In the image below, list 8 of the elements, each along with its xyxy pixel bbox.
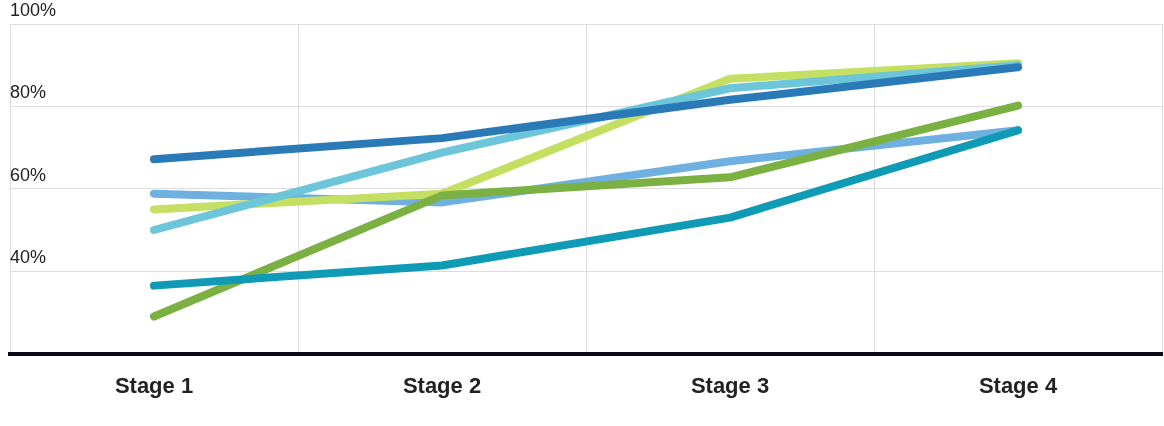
x-tick-label: Stage 4 [978, 372, 1058, 398]
x-tick-label: Stage 3 [690, 372, 770, 398]
y-tick-label: 80% [10, 82, 47, 103]
x-tick-label: Stage 1 [114, 372, 194, 398]
x-tick-label: Stage 2 [402, 372, 482, 398]
y-tick-label: 100% [10, 0, 57, 20]
y-tick-label: 60% [10, 164, 47, 185]
y-tick-label: 40% [10, 247, 47, 268]
